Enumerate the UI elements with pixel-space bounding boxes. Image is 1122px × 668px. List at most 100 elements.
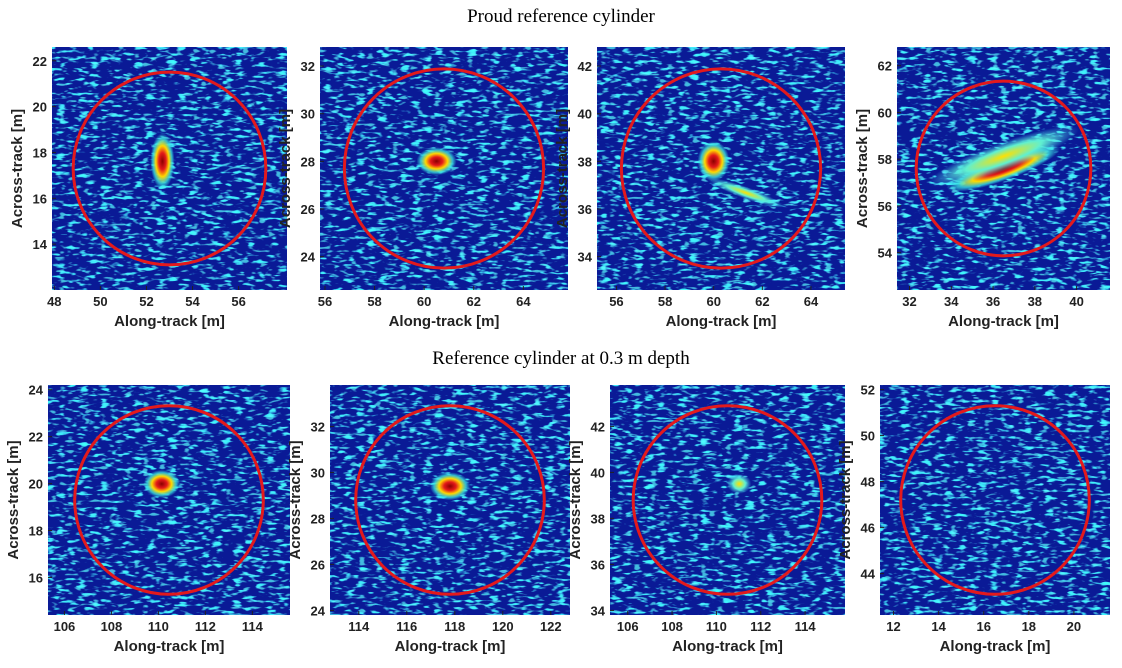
x-tick-label: 114 — [795, 619, 817, 634]
y-axis-label: Across-track [m] — [277, 109, 294, 228]
y-tick-label: 30 — [301, 107, 315, 122]
panel: 114 116 118 120 122 24 26 28 30 32 Along-track [m]… — [287, 385, 570, 655]
x-axis-label: Along-track [m] — [389, 313, 500, 330]
y-tick-label: 56 — [878, 199, 892, 214]
panel: 12 14 16 18 20 44 46 48 50 52 Along-track [m] Acros… — [837, 383, 1110, 655]
x-tick-label: 64 — [804, 294, 819, 309]
y-tick-label: 24 — [301, 250, 316, 265]
panel: 48 50 52 54 56 14 16 18 20 22 Along-track [m] Acros… — [9, 47, 287, 330]
hot-spot — [416, 147, 457, 176]
x-tick-label: 112 — [195, 619, 216, 634]
y-axis-label: Across-track [m] — [5, 440, 22, 559]
y-tick-label: 36 — [578, 202, 592, 217]
y-tick-label: 22 — [33, 54, 47, 69]
x-tick-label: 120 — [492, 619, 514, 634]
x-tick-label: 32 — [902, 294, 916, 309]
panel: 56 58 60 62 64 24 26 28 30 32 Along-track [m] Acros… — [277, 47, 568, 330]
x-axis-label: Along-track [m] — [672, 638, 783, 655]
y-tick-label: 52 — [861, 383, 875, 398]
x-tick-label: 112 — [750, 619, 771, 634]
y-tick-label: 40 — [591, 465, 605, 480]
x-tick-label: 56 — [318, 294, 332, 309]
y-tick-label: 20 — [29, 477, 43, 492]
y-tick-label: 32 — [301, 59, 315, 74]
x-tick-label: 48 — [47, 294, 61, 309]
y-tick-label: 40 — [578, 107, 592, 122]
y-tick-label: 26 — [311, 557, 325, 572]
x-axis-label: Along-track [m] — [948, 313, 1059, 330]
x-tick-label: 54 — [185, 294, 200, 309]
target-circle — [354, 404, 546, 596]
x-tick-label: 16 — [976, 619, 990, 634]
y-tick-label: 22 — [29, 430, 43, 445]
y-tick-label: 16 — [29, 570, 43, 585]
y-tick-label: 44 — [861, 567, 876, 582]
y-tick-label: 16 — [33, 191, 47, 206]
y-tick-label: 36 — [591, 557, 605, 572]
y-tick-label: 18 — [33, 145, 47, 160]
y-tick-label: 14 — [33, 237, 48, 252]
y-axis-label: Across-track [m] — [854, 109, 871, 228]
y-tick-label: 42 — [591, 419, 605, 434]
x-tick-label: 14 — [931, 619, 946, 634]
y-axis-label: Across-track [m] — [837, 440, 854, 559]
x-axis-label: Along-track [m] — [940, 638, 1051, 655]
x-tick-label: 114 — [348, 619, 370, 634]
x-tick-label: 62 — [467, 294, 481, 309]
x-tick-label: 108 — [661, 619, 683, 634]
x-tick-label: 118 — [444, 619, 465, 634]
hot-spot — [430, 472, 470, 501]
x-tick-label: 20 — [1067, 619, 1081, 634]
y-tick-label: 48 — [861, 475, 875, 490]
row-title: Proud reference cylinder — [467, 6, 655, 27]
x-tick-label: 106 — [54, 619, 76, 634]
y-tick-label: 28 — [301, 154, 315, 169]
x-axis-label: Along-track [m] — [395, 638, 506, 655]
x-tick-label: 114 — [242, 619, 264, 634]
x-tick-label: 52 — [139, 294, 153, 309]
y-tick-label: 34 — [578, 250, 593, 265]
panel: 106 108 110 112 114 34 36 38 40 42 Along-track [m]… — [567, 385, 845, 655]
target-circle — [914, 79, 1093, 258]
y-tick-label: 32 — [311, 419, 325, 434]
target-circle — [73, 404, 265, 596]
x-tick-label: 58 — [367, 294, 381, 309]
x-tick-label: 18 — [1022, 619, 1036, 634]
y-tick-label: 50 — [861, 429, 875, 444]
x-axis-label: Along-track [m] — [114, 638, 225, 655]
hot-spot — [708, 178, 784, 208]
y-tick-label: 38 — [591, 511, 605, 526]
x-tick-label: 38 — [1028, 294, 1042, 309]
y-axis-label: Across-track [m] — [554, 109, 571, 228]
x-tick-label: 108 — [101, 619, 123, 634]
x-tick-label: 64 — [516, 294, 531, 309]
x-tick-label: 110 — [706, 619, 727, 634]
panel: 106 108 110 112 114 16 18 20 22 24 Along-track [m]… — [5, 383, 290, 655]
y-tick-label: 24 — [29, 383, 44, 398]
x-tick-label: 62 — [755, 294, 769, 309]
x-tick-label: 56 — [231, 294, 245, 309]
y-tick-label: 60 — [878, 105, 892, 120]
y-tick-label: 26 — [301, 202, 315, 217]
x-tick-label: 110 — [148, 619, 169, 634]
y-tick-label: 18 — [29, 524, 43, 539]
y-tick-label: 42 — [578, 59, 592, 74]
y-tick-label: 28 — [311, 511, 325, 526]
y-tick-label: 46 — [861, 521, 875, 536]
x-axis-label: Along-track [m] — [114, 313, 225, 330]
x-tick-label: 56 — [609, 294, 623, 309]
hot-spot — [697, 141, 730, 182]
hot-spot — [928, 125, 1079, 187]
x-tick-label: 58 — [658, 294, 672, 309]
panel: 56 58 60 62 64 34 36 38 40 42 Along-track [m] Acros… — [554, 47, 845, 330]
y-axis-label: Across-track [m] — [567, 440, 584, 559]
image-speckle — [610, 385, 845, 615]
hot-spot — [143, 469, 180, 498]
panel: 32 34 36 38 40 54 56 58 60 62 Along-track [m] Acros… — [854, 47, 1110, 330]
y-axis-label: Across-track [m] — [287, 440, 304, 559]
target-circle — [631, 404, 824, 596]
y-tick-label: 34 — [591, 603, 606, 618]
x-tick-label: 36 — [986, 294, 1000, 309]
row-title: Reference cylinder at 0.3 m depth — [432, 348, 690, 369]
